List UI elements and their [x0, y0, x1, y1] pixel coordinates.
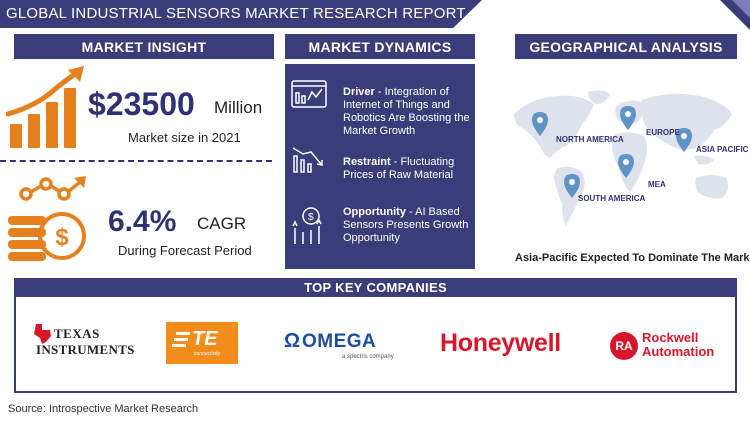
restraint-item: Restraint - Fluctuating Prices of Raw Ma…: [343, 156, 471, 182]
title-banner: [0, 0, 482, 28]
omega-text: OMEGA: [302, 331, 377, 352]
opportunity-heading: Opportunity: [343, 206, 406, 218]
growth-idea-icon: $: [292, 207, 322, 244]
svg-text:$: $: [308, 212, 314, 223]
world-map: [514, 90, 732, 226]
cagr-value: 6.4%: [108, 205, 177, 238]
texas-state-icon: [34, 324, 51, 344]
market-size-label: Market size in 2021: [128, 130, 241, 145]
te-sub-text: connectivity: [194, 351, 221, 357]
market-dynamics-panel: Driver - Integration of Internet of Thin…: [285, 64, 475, 269]
region-asia-pacific: ASIA PACIFIC: [696, 145, 749, 154]
rockwell-badge-icon: RA: [610, 332, 638, 360]
driver-item: Driver - Integration of Internet of Thin…: [343, 86, 471, 138]
te-connectivity-logo: TE connectivity: [166, 322, 238, 364]
cagr-label: CAGR: [197, 214, 247, 233]
page-title: GLOBAL INDUSTRIAL SENSORS MARKET RESEARC…: [6, 5, 466, 22]
honeywell-logo: Honeywell: [440, 329, 561, 357]
pin-north-america-icon: [532, 112, 548, 136]
restraint-heading: Restraint: [343, 156, 391, 168]
declining-chart-icon: [292, 147, 323, 173]
geo-caption: Asia-Pacific Expected To Dominate The Ma…: [515, 252, 750, 264]
corner-decoration-light: [732, 0, 750, 18]
region-mea: MEA: [648, 180, 666, 189]
source-note: Source: Introspective Market Research: [8, 403, 199, 415]
region-south-america: SOUTH AMERICA: [578, 194, 646, 203]
pin-europe-icon: [620, 106, 636, 130]
analytics-icon: [291, 80, 327, 108]
omega-logo: Ω OMEGA a spectris company: [284, 330, 404, 362]
pin-south-america-icon: [564, 174, 580, 198]
driver-heading: Driver: [343, 86, 375, 98]
market-size-value: $23500: [88, 86, 195, 122]
pin-mea-icon: [618, 154, 634, 178]
omega-symbol-icon: Ω: [284, 330, 301, 352]
opportunity-text: - AI Based Sensors Presents Growth Oppor…: [343, 206, 469, 244]
texas-instruments-logo: TEXAS INSTRUMENTS: [34, 324, 134, 360]
rockwell-top-text: Rockwell: [642, 330, 699, 345]
driver-text: - Integration of Internet of Things and …: [343, 86, 470, 137]
pin-asia-pacific-icon: [676, 128, 692, 152]
coins-growth-icon: $: [8, 176, 86, 261]
restraint-text: - Fluctuating Prices of Raw Material: [343, 156, 455, 181]
divider: [0, 160, 272, 162]
growth-bars-icon: [6, 66, 84, 148]
region-europe: EUROPE: [646, 128, 680, 137]
geographical-analysis-header: GEOGRAPHICAL ANALYSIS: [515, 34, 737, 59]
cagr-period: During Forecast Period: [118, 243, 252, 258]
ti-bottom-text: INSTRUMENTS: [36, 342, 135, 357]
rockwell-automation-logo: RA Rockwell Automation: [610, 330, 730, 364]
market-insight-header: MARKET INSIGHT: [14, 34, 274, 59]
opportunity-item: Opportunity - AI Based Sensors Presents …: [343, 206, 471, 245]
ti-top-text: TEXAS: [54, 326, 100, 341]
map-pins: [532, 106, 692, 198]
market-dynamics-header: MARKET DYNAMICS: [285, 34, 475, 59]
omega-sub-text: a spectris company: [342, 354, 394, 360]
region-north-america: NORTH AMERICA: [556, 135, 624, 144]
market-size-unit: Million: [214, 98, 263, 117]
te-text: TE: [192, 328, 218, 350]
rockwell-bottom-text: Automation: [642, 344, 715, 359]
top-companies-header: TOP KEY COMPANIES: [14, 278, 737, 297]
svg-text:$: $: [55, 224, 69, 251]
